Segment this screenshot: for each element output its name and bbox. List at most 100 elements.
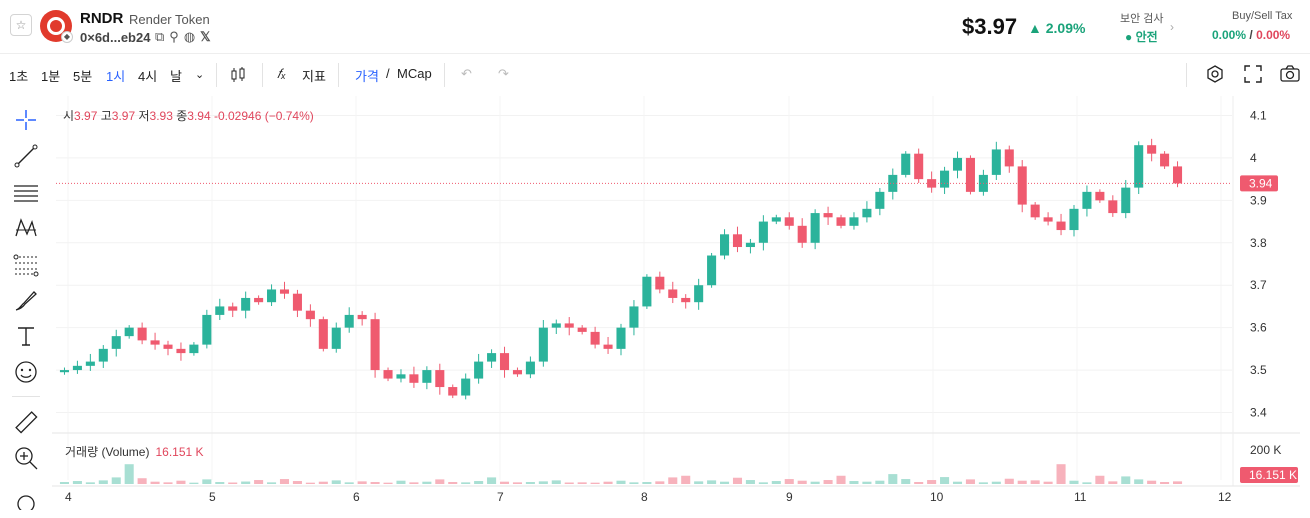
interval-1d[interactable]: 날 [170, 69, 182, 84]
candle-body [85, 361, 95, 366]
security-value: 안전 [1135, 30, 1158, 44]
brush-icon[interactable] [12, 286, 40, 314]
chevron-right-icon[interactable]: › [1170, 20, 1174, 34]
website-globe-icon[interactable]: ◍ [183, 29, 196, 44]
candle-body [965, 157, 975, 192]
price-tick-label: 4.1 [1250, 108, 1267, 122]
price-chart[interactable]: 4.1 4 3.9 3.8 3.7 3.6 3.5 3.4 4 5 6 7 8 9 10 11 12 3.94 20… [0, 96, 1310, 518]
candle-body [940, 170, 950, 188]
price-tick-label: 3.7 [1250, 278, 1267, 292]
candle-body [202, 314, 212, 345]
volume-bar [1056, 464, 1066, 484]
favorite-star-icon[interactable]: ☆ [10, 14, 32, 36]
candle-body [344, 314, 354, 328]
interval-4h[interactable]: 4시 [138, 69, 158, 84]
undo-icon[interactable]: ↶ [461, 66, 472, 81]
volume-bar [512, 482, 522, 484]
volume-bar [150, 481, 160, 484]
volume-bar [176, 480, 186, 484]
candle-body [241, 297, 251, 311]
candle-body [849, 217, 859, 226]
candle-body [707, 255, 717, 286]
candle-body [525, 361, 535, 375]
volume-bar [901, 479, 911, 484]
volume-bar [745, 480, 755, 484]
volume-bar [784, 479, 794, 484]
search-x-icon[interactable]: ⚲ [169, 29, 179, 44]
volume-bar [1017, 480, 1027, 484]
security-check-label[interactable]: 보안 검사 [1120, 13, 1164, 25]
candle-body [98, 348, 108, 362]
price-change-value: 2.09% [1045, 20, 1086, 36]
interval-5m[interactable]: 5분 [73, 69, 93, 84]
interval-1s[interactable]: 1초 [9, 69, 29, 84]
volume-bar [577, 482, 587, 484]
camera-screenshot-icon[interactable] [1279, 64, 1301, 87]
candle-body [435, 370, 445, 388]
volume-bar [189, 482, 199, 484]
fibonacci-icon[interactable] [12, 250, 40, 278]
volume-bar [344, 482, 354, 484]
pattern-icon[interactable] [12, 214, 40, 242]
volume-bar [228, 482, 238, 484]
trend-line-icon[interactable] [12, 142, 40, 170]
candle-body [758, 221, 768, 243]
volume-bar [409, 482, 419, 484]
candle-body [668, 289, 678, 298]
price-toggle[interactable]: 가격 [355, 69, 379, 84]
volume-bar [202, 479, 212, 484]
volume-bar [823, 480, 833, 484]
candle-body [771, 217, 781, 222]
fullscreen-icon[interactable] [1243, 64, 1263, 87]
ruler-icon[interactable] [12, 408, 40, 436]
volume-bar [849, 481, 859, 484]
redo-icon[interactable]: ↷ [498, 66, 509, 81]
candle-type-icon[interactable] [229, 66, 247, 87]
volume-bar [707, 480, 717, 484]
settings-gear-icon[interactable] [1205, 64, 1225, 87]
candle-body [732, 234, 743, 248]
candle-body [862, 208, 872, 218]
indicators-fx-icon[interactable]: 𝑓ₓ [277, 66, 286, 81]
candle-body [318, 319, 328, 349]
token-symbol: RNDR [80, 10, 124, 27]
security-status[interactable]: ● 안전 [1125, 28, 1158, 45]
price-tick-label: 3.5 [1250, 363, 1267, 377]
candle-body [590, 331, 600, 345]
close-value: 3.94 [187, 109, 211, 123]
candle-body [176, 348, 186, 354]
candle-body [1095, 191, 1105, 201]
token-address[interactable]: 0×6d...eb24 [80, 30, 151, 45]
price-change: ▲ 2.09% [1028, 20, 1086, 36]
horizontal-lines-icon[interactable] [12, 178, 40, 206]
chevron-down-icon[interactable]: ⌄ [195, 69, 205, 81]
tax-separator: / [1249, 28, 1253, 42]
zoom-in-icon[interactable] [12, 444, 40, 472]
emoji-icon[interactable] [12, 358, 40, 386]
candle-body [370, 319, 380, 371]
candle-body [823, 213, 833, 218]
volume-bar [241, 481, 251, 484]
volume-bar [914, 482, 924, 484]
x-twitter-icon[interactable]: 𝕏 [200, 29, 211, 44]
text-tool-icon[interactable] [12, 322, 40, 350]
candle-body [914, 153, 924, 180]
interval-1m[interactable]: 1분 [41, 69, 61, 84]
candle-body [448, 387, 458, 396]
indicators-button[interactable]: 지표 [302, 69, 326, 84]
volume-bar [940, 477, 950, 484]
candle-body [215, 306, 225, 315]
candle-body [331, 327, 341, 349]
volume-bar [163, 482, 173, 484]
mcap-toggle[interactable]: MCap [397, 66, 432, 81]
candle-body [901, 153, 911, 175]
volume-bar [1108, 481, 1118, 484]
volume-bar [1082, 482, 1092, 484]
copy-icon[interactable]: ⧉ [155, 29, 165, 44]
interval-1h[interactable]: 1시 [106, 69, 126, 84]
shield-check-icon: ● [1125, 30, 1133, 44]
volume-bar [422, 481, 432, 484]
crosshair-icon[interactable] [12, 106, 40, 134]
volume-bar [603, 481, 613, 484]
time-tick-label: 4 [65, 490, 72, 504]
